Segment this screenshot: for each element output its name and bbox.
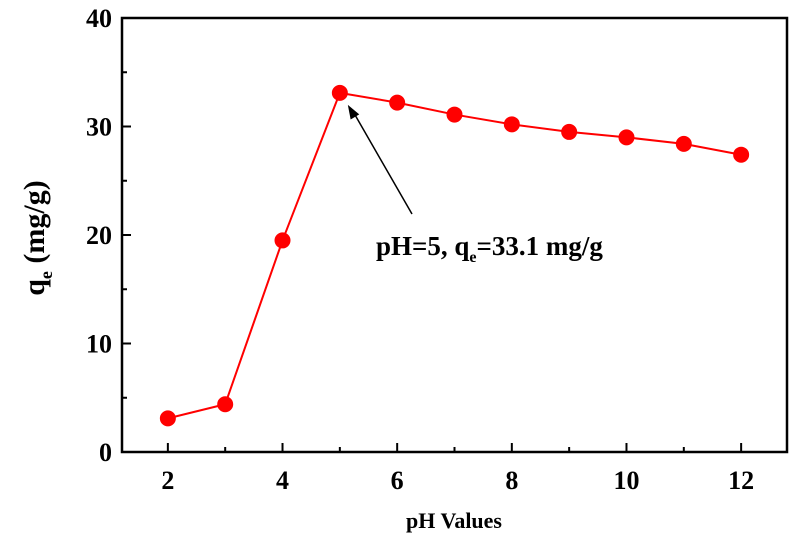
y-axis-title-main: q (18, 279, 51, 296)
annotation-text-sub: e (469, 249, 476, 266)
annotation: pH=5, qe=33.1 mg/g (347, 104, 603, 266)
data-point (446, 106, 463, 123)
ticks (122, 17, 743, 453)
data-point (331, 84, 348, 101)
annotation-text: pH=5, qe=33.1 mg/g (376, 231, 603, 266)
y-tick-label: 10 (86, 330, 112, 359)
annotation-text-post: =33.1 mg/g (477, 231, 604, 261)
data-point (675, 135, 692, 152)
data-point (561, 123, 578, 140)
annotation-arrow-head (347, 104, 360, 120)
y-axis-title: qe (mg/g) (18, 180, 56, 296)
tick-labels: 2 4 6 8 10 12 0 10 20 30 40 (86, 4, 754, 495)
x-tick-label: 6 (391, 466, 404, 495)
x-tick-label: 8 (505, 466, 518, 495)
y-tick-label: 0 (99, 438, 112, 467)
annotation-text-pre: pH=5, q (376, 231, 469, 261)
data-point (217, 396, 234, 413)
y-axis-title-unit: (mg/g) (18, 180, 51, 271)
y-tick-label: 30 (86, 113, 112, 142)
data-point (274, 232, 291, 249)
x-axis-title: pH Values (406, 508, 502, 533)
data-point (733, 146, 750, 163)
annotation-arrow-line (353, 112, 413, 215)
x-tick-label: 12 (728, 466, 754, 495)
x-tick-label: 10 (613, 466, 639, 495)
data-point (618, 129, 635, 146)
y-tick-label: 40 (86, 4, 112, 33)
y-axis-title-sub: e (36, 271, 56, 279)
data-point (159, 410, 176, 427)
x-tick-label: 2 (161, 466, 174, 495)
series (159, 84, 750, 427)
data-point (389, 94, 406, 111)
y-tick-label: 20 (86, 221, 112, 250)
data-point (503, 116, 520, 133)
x-tick-label: 4 (276, 466, 289, 495)
